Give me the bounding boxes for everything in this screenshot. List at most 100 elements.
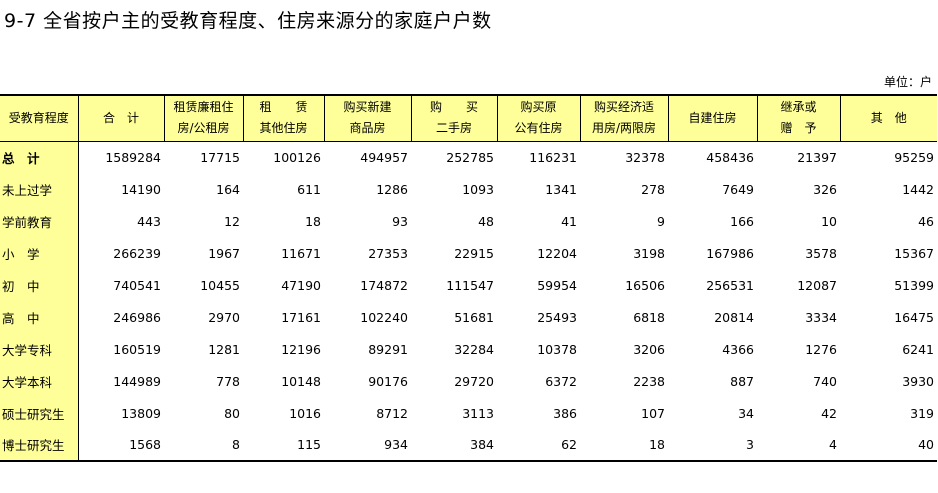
column-header-line: 购买新建 [343, 100, 392, 115]
table-cell: 3206 [633, 341, 665, 357]
table-cell: 46 [918, 213, 934, 229]
table-cell: 29720 [454, 373, 494, 389]
page-title: 9-7 全省按户主的受教育程度、住房来源分的家庭户户数 [4, 10, 492, 32]
table-cell: 17715 [200, 149, 240, 165]
table-cell: 1286 [376, 181, 408, 197]
table-cell: 252785 [446, 149, 494, 165]
column-header-line: 受教育程度 [8, 110, 69, 125]
table-cell: 51399 [894, 277, 934, 293]
table-cell: 95259 [894, 149, 934, 165]
table-cell: 1589284 [105, 149, 161, 165]
column-header-line: 公有住房 [514, 121, 563, 136]
column-header-line: 购 买 [429, 100, 478, 115]
column-header-line: 商品房 [349, 121, 386, 136]
table-cell: 160519 [113, 341, 161, 357]
table-cell: 1093 [462, 181, 494, 197]
table-cell: 3578 [805, 245, 837, 261]
table-cell: 10148 [281, 373, 321, 389]
table-row: 大学本科 144989 778 10148 90176 29720 6372 2238 887 7… [0, 365, 937, 397]
table-cell: 93 [392, 213, 408, 229]
table-cell: 319 [910, 405, 934, 421]
row-label: 大学本科 [0, 365, 79, 397]
table-cell: 12087 [797, 277, 837, 293]
table-cell: 62 [497, 429, 580, 462]
table-cell: 1967 [208, 245, 240, 261]
table-cell: 1341 [545, 181, 577, 197]
table-cell: 740541 [113, 277, 161, 293]
table-cell: 1016 [289, 405, 321, 421]
table-cell: 80 [224, 405, 240, 421]
table-cell: 10378 [537, 341, 577, 357]
table-cell: 15367 [894, 245, 934, 261]
table-cell: 32378 [625, 149, 665, 165]
column-header-line: 二手房 [435, 121, 472, 136]
row-label: 小 学 [0, 237, 79, 269]
table-cell: 778 [216, 373, 240, 389]
table-cell: 16475 [894, 309, 934, 325]
column-header-line: 租赁廉租住 [173, 100, 234, 115]
table-row: 初 中 740541 10455 47190 174872 111547 59954 1650… [0, 269, 937, 301]
table-cell: 1276 [805, 341, 837, 357]
column-header: 购 买二手房 [410, 94, 497, 142]
row-label: 高 中 [0, 301, 79, 333]
column-header-line: 租 赁 [259, 100, 308, 115]
table-cell: 2970 [208, 309, 240, 325]
table-cell: 494957 [360, 149, 408, 165]
table-cell: 18 [305, 213, 321, 229]
table-row: 总 计 1589284 17715 100126 494957 252785 116231 3… [0, 141, 937, 173]
table-cell: 111547 [446, 277, 494, 293]
table-row: 大学专科 160519 1281 12196 89291 32284 10378 3206 43… [0, 333, 937, 365]
column-header: 购买经济适 用房/两限房 [579, 94, 668, 142]
table-cell: 10455 [200, 277, 240, 293]
table-cell: 3 [668, 429, 757, 462]
column-header: 受教育程度 [0, 94, 78, 142]
table-cell: 8712 [376, 405, 408, 421]
column-header: 合 计 [77, 94, 164, 142]
column-header: 继承或赠 予 [756, 94, 840, 142]
table-cell: 42 [821, 405, 837, 421]
table-cell: 34 [738, 405, 754, 421]
table-cell: 18 [580, 429, 668, 462]
table-cell: 48 [478, 213, 494, 229]
column-header-line: 用房/两限房 [591, 121, 657, 136]
table-cell: 6372 [545, 373, 577, 389]
table-cell: 47190 [281, 277, 321, 293]
column-header-line: 房/公租房 [177, 121, 230, 136]
table-cell: 14190 [121, 181, 161, 197]
table-cell: 278 [641, 181, 665, 197]
table-cell: 12 [224, 213, 240, 229]
table-row: 博士研究生 1568 8 115 934 384 62 18 3 4 40 [0, 429, 937, 462]
table-row: 未上过学 14190 164 611 1286 1093 1341 278 7649 326 144… [0, 173, 937, 205]
table-cell: 22915 [454, 245, 494, 261]
column-header: 自建住房 [667, 94, 757, 142]
row-label: 总 计 [0, 141, 79, 173]
table-cell: 167986 [706, 245, 754, 261]
table-cell: 1568 [78, 429, 164, 462]
table-cell: 166 [730, 213, 754, 229]
column-header-line: 赠 予 [780, 121, 817, 136]
table-cell: 8 [164, 429, 243, 462]
table-cell: 13809 [121, 405, 161, 421]
table-cell: 40 [840, 429, 937, 462]
table-cell: 6241 [902, 341, 934, 357]
table-cell: 32284 [454, 341, 494, 357]
table-cell: 144989 [113, 373, 161, 389]
table-cell: 3198 [633, 245, 665, 261]
table-cell: 90176 [368, 373, 408, 389]
table-cell: 107 [641, 405, 665, 421]
table-cell: 20814 [714, 309, 754, 325]
table-cell: 443 [137, 213, 161, 229]
table-row: 学前教育 443 12 18 93 48 41 9 166 10 46 [0, 205, 937, 237]
column-header-line: 合 计 [102, 110, 139, 125]
table-cell: 102240 [360, 309, 408, 325]
column-header-line: 自建住房 [688, 110, 737, 125]
table-cell: 11671 [281, 245, 321, 261]
column-header: 购买新建 商品房 [323, 94, 411, 142]
row-label: 初 中 [0, 269, 79, 301]
table-cell: 887 [730, 373, 754, 389]
table-cell: 116231 [529, 149, 577, 165]
table-cell: 4366 [722, 341, 754, 357]
table-cell: 89291 [368, 341, 408, 357]
table-cell: 934 [324, 429, 411, 462]
table-cell: 115 [243, 429, 324, 462]
